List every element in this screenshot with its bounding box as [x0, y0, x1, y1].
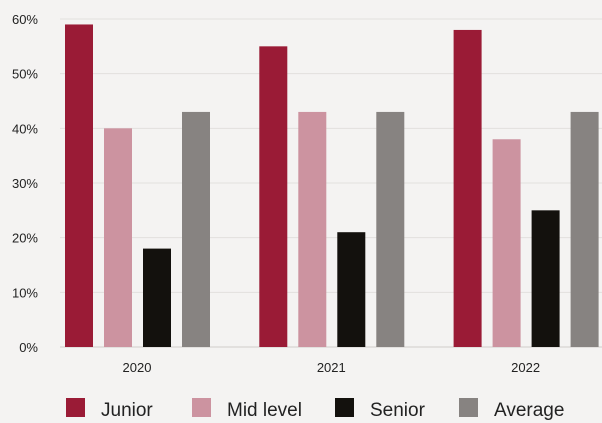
bar-2020-average	[182, 111, 210, 347]
bar-2021-senior	[337, 232, 366, 347]
bar-2022-average	[570, 111, 599, 347]
bar-2022-junior	[453, 29, 482, 348]
y-axis: 0% 10% 20% 30% 40% 50% 60%	[12, 12, 38, 355]
x-tick-label: 2020	[123, 360, 152, 375]
y-tick-label: 30%	[12, 176, 38, 191]
legend-swatch-junior	[66, 398, 85, 417]
bar-2021-average	[376, 111, 405, 347]
legend-swatch-mid-level	[192, 398, 211, 417]
legend-label-junior: Junior	[101, 400, 153, 421]
bar-2022-senior	[531, 210, 560, 347]
y-tick-label: 20%	[12, 231, 38, 246]
y-tick-label: 0%	[19, 340, 38, 355]
y-tick-label: 60%	[12, 12, 38, 27]
legend-label-mid-level: Mid level	[227, 400, 302, 421]
x-axis: 2020 2021 2022	[123, 360, 541, 375]
legend-label-senior: Senior	[370, 400, 426, 421]
legend-label-average: Average	[494, 400, 564, 421]
bar-2021-mid-level	[298, 111, 327, 347]
bars	[65, 24, 599, 348]
gridlines	[60, 18, 602, 348]
y-tick-label: 10%	[12, 285, 38, 300]
bar-2022-mid-level	[492, 139, 521, 347]
bar-2020-senior	[143, 248, 171, 347]
y-tick-label: 40%	[12, 121, 38, 136]
bar-2020-mid-level	[104, 128, 132, 347]
bar-2020-junior	[65, 24, 93, 347]
bar-2021-junior	[259, 46, 288, 347]
y-tick-label: 50%	[12, 67, 38, 82]
legend-swatch-average	[459, 398, 478, 417]
legend-swatch-senior	[335, 398, 354, 417]
legend: Junior Mid level Senior Average	[66, 398, 564, 421]
x-tick-label: 2021	[317, 360, 346, 375]
x-tick-label: 2022	[511, 360, 540, 375]
